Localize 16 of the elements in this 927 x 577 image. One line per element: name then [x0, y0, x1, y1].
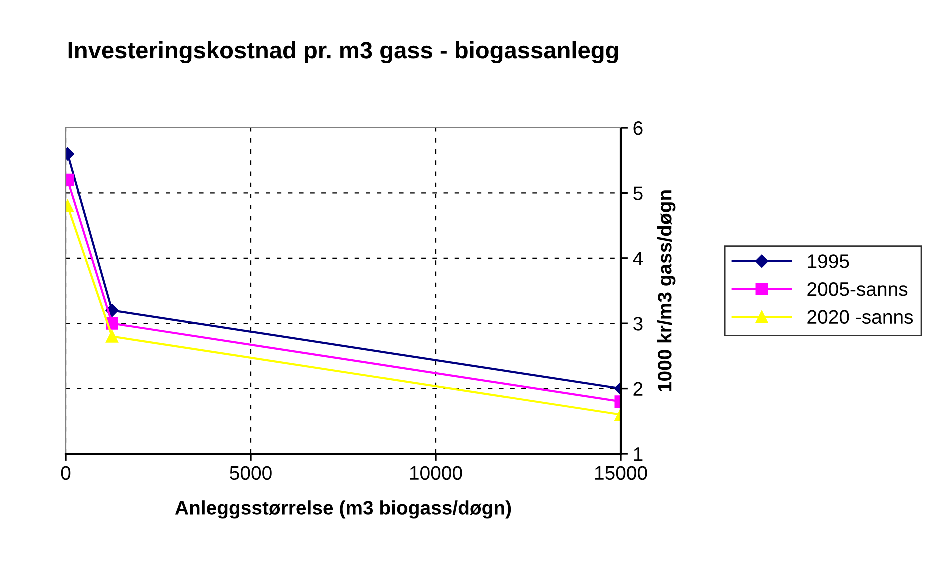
y-tick-label: 2 — [634, 382, 643, 396]
chart-title: Investeringskostnad pr. m3 gass - biogassanlegg — [68, 41, 618, 64]
x-tick-label: 0 — [61, 466, 71, 480]
y-tick-label: 3 — [634, 317, 643, 331]
y-tick-label: 5 — [634, 186, 643, 200]
legend-label: 2020 -sanns — [808, 310, 914, 324]
x-tick-label: 5000 — [230, 466, 272, 480]
y-axis-title: 1000 kr/m3 gass/døgn — [658, 190, 676, 392]
x-tick-label: 10000 — [410, 466, 462, 480]
legend-label: 2005-sanns — [808, 282, 908, 296]
x-tick-label: 15000 — [595, 466, 648, 480]
x-axis-title: Anleggsstørrelse (m3 biogass/døgn) — [175, 500, 512, 519]
y-tick-label: 4 — [633, 252, 644, 266]
legend-label: 1995 — [808, 254, 850, 268]
y-tick-label: 6 — [634, 121, 643, 136]
y-tick-label: 1 — [634, 448, 643, 462]
